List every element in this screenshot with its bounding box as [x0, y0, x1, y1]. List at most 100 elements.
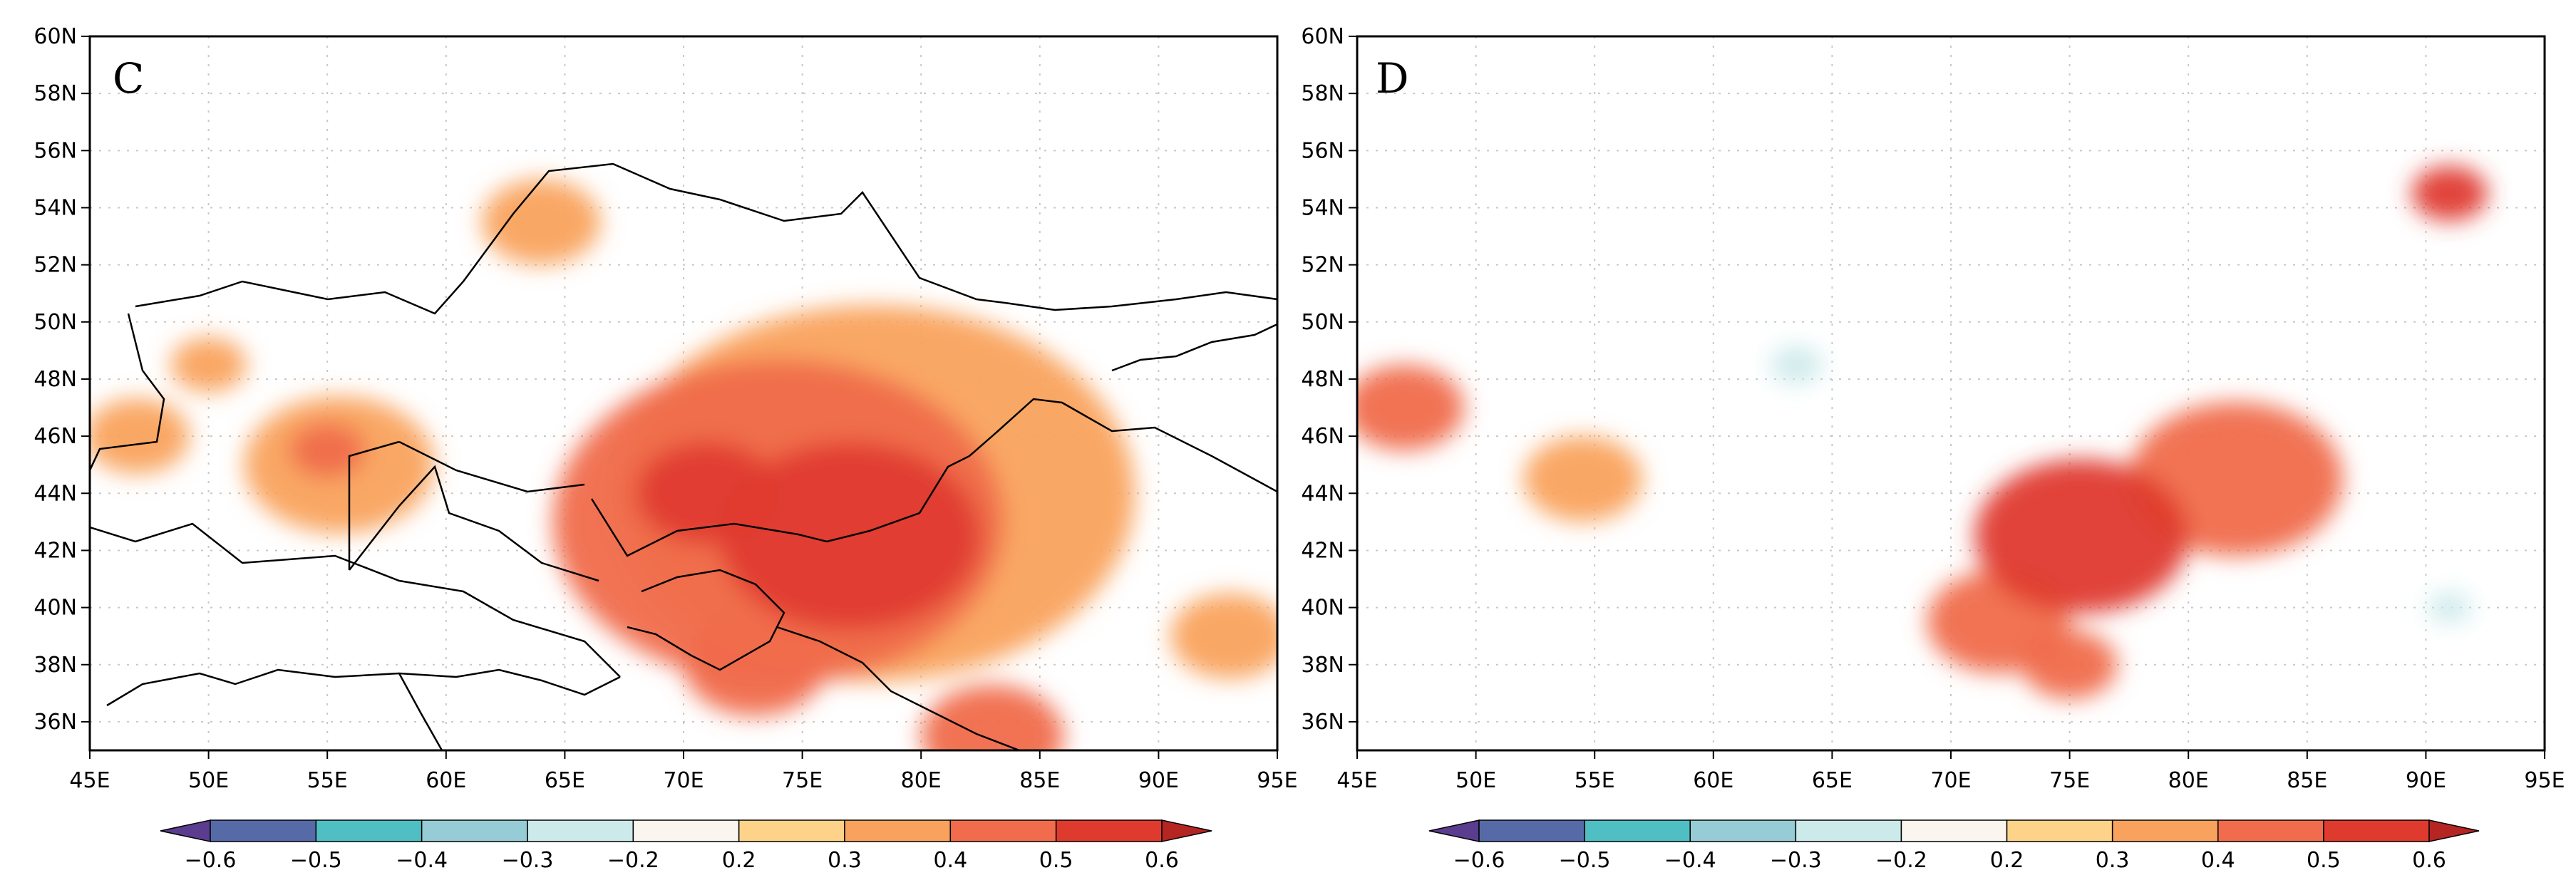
- colorbar-tick-label: 0.2: [722, 848, 756, 873]
- anomaly-patch: [1974, 459, 2189, 614]
- x-tick-label: 45E: [1336, 768, 1377, 793]
- y-tick-label: 46N: [1301, 424, 1344, 449]
- y-tick-label: 48N: [34, 367, 77, 392]
- x-tick-label: 90E: [1138, 768, 1179, 793]
- colorbar-tick-label: 0.6: [2412, 848, 2446, 873]
- colorbar-tick-label: 0.2: [1990, 848, 2024, 873]
- colorbar-tick-label: 0.3: [2096, 848, 2130, 873]
- colorbar-swatch: [527, 819, 634, 842]
- colorbar-swatch: [2006, 819, 2113, 842]
- anomaly-patch: [2021, 630, 2118, 699]
- colorbar-extend-high: [2428, 819, 2480, 842]
- y-tick-label: 54N: [34, 195, 77, 220]
- anomaly-patch: [170, 337, 247, 393]
- panel-label: D: [1376, 54, 1409, 103]
- anomaly-patch: [1770, 346, 1823, 384]
- y-tick-label: 48N: [1301, 367, 1344, 392]
- anomaly-patch: [2411, 166, 2488, 221]
- y-tick-label: 44N: [1301, 481, 1344, 506]
- anomaly-patch: [90, 398, 190, 474]
- x-tick-label: 95E: [2524, 768, 2565, 793]
- y-tick-label: 42N: [1301, 538, 1344, 563]
- y-tick-label: 52N: [1301, 253, 1344, 278]
- x-tick-label: 45E: [69, 768, 110, 793]
- y-tick-label: 46N: [34, 424, 77, 449]
- colorbar-tick-label: −0.4: [1664, 848, 1716, 873]
- colorbar-swatch: [1900, 819, 2008, 842]
- colorbar-extend-low: [1428, 819, 1480, 842]
- anomaly-patch: [921, 685, 1064, 750]
- anomaly-patch: [1170, 593, 1277, 679]
- colorbar-tick-label: 0.5: [1039, 848, 1073, 873]
- x-tick-label: 55E: [1575, 768, 1615, 793]
- colorbar-swatch: [1584, 819, 1691, 842]
- x-tick-label: 55E: [307, 768, 348, 793]
- y-tick-label: 38N: [34, 653, 77, 678]
- y-tick-label: 36N: [1301, 710, 1344, 735]
- colorbar-tick-label: −0.2: [1875, 848, 1927, 873]
- y-tick-label: 52N: [34, 253, 77, 278]
- colorbar-swatch: [1689, 819, 1797, 842]
- colorbar-swatch: [738, 819, 845, 842]
- shaded-field: [90, 179, 1277, 750]
- axis-ticks: 45E 50E 55E 60E 65E 70E 75E 80E 85E 90E 95E 60N 58N 5…: [1301, 24, 2565, 793]
- y-tick-label: 44N: [34, 481, 77, 506]
- x-tick-label: 50E: [1456, 768, 1496, 793]
- x-tick-label: 85E: [1019, 768, 1060, 793]
- x-tick-label: 70E: [663, 768, 704, 793]
- x-tick-label: 80E: [901, 768, 942, 793]
- anomaly-patch: [683, 613, 826, 716]
- colorbar-extend-low: [160, 819, 211, 842]
- x-tick-label: 75E: [2049, 768, 2090, 793]
- colorbar-left: −0.6 −0.5 −0.4 −0.3 −0.2 0.2 0.3 0.4 0.5 0.6: [160, 819, 1212, 873]
- y-tick-label: 42N: [34, 538, 77, 563]
- colorbar-tick-label: −0.4: [396, 848, 448, 873]
- y-tick-label: 56N: [1301, 138, 1344, 163]
- y-tick-label: 58N: [1301, 81, 1344, 106]
- colorbar-tick-label: 0.4: [2201, 848, 2235, 873]
- colorbar-tick-label: −0.5: [1559, 848, 1611, 873]
- x-tick-label: 70E: [1930, 768, 1971, 793]
- colorbar-swatch: [2323, 819, 2430, 842]
- colorbar-tick-label: 0.4: [933, 848, 967, 873]
- anomaly-patch: [636, 442, 779, 545]
- x-tick-label: 90E: [2406, 768, 2446, 793]
- x-tick-label: 50E: [188, 768, 229, 793]
- x-tick-label: 65E: [545, 768, 585, 793]
- colorbar-swatch: [949, 819, 1057, 842]
- colorbar-tick-label: −0.3: [1770, 848, 1822, 873]
- y-tick-label: 50N: [34, 310, 77, 335]
- colorbar-swatch: [2217, 819, 2324, 842]
- colorbar-tick-label: −0.6: [1453, 848, 1505, 873]
- y-tick-label: 36N: [34, 710, 77, 735]
- colorbar-tick-label: 0.6: [1145, 848, 1179, 873]
- y-tick-label: 50N: [1301, 310, 1344, 335]
- colorbar-swatch: [1478, 819, 1585, 842]
- y-tick-label: 60N: [34, 24, 77, 49]
- panel-label: C: [113, 54, 144, 103]
- colorbar-extend-high: [1161, 819, 1212, 842]
- colorbar-swatch: [1795, 819, 1902, 842]
- x-tick-label: 60E: [1693, 768, 1733, 793]
- y-tick-label: 40N: [1301, 596, 1344, 621]
- y-tick-label: 60N: [1301, 24, 1344, 49]
- y-tick-label: 56N: [34, 138, 77, 163]
- colorbar-swatch: [2111, 819, 2219, 842]
- x-tick-label: 60E: [426, 768, 466, 793]
- anomaly-patch: [2428, 592, 2471, 623]
- anomaly-patch: [481, 179, 601, 265]
- x-tick-label: 80E: [2168, 768, 2209, 793]
- panel-c: C 45E 50E 55E 60E 65E 70E 75E 80E 85E 90E 95E 60N 58…: [34, 24, 1297, 793]
- anomaly-patch: [1523, 436, 1642, 522]
- country-borders: [90, 162, 1277, 750]
- colorbar-tick-label: 0.3: [828, 848, 862, 873]
- colorbar-swatch: [1055, 819, 1163, 842]
- anomaly-patch: [289, 423, 366, 478]
- panel-d: D 45E 50E 55E 60E 65E 70E 75E 80E 85E 90E 95E 60N 58…: [1301, 24, 2565, 793]
- x-tick-label: 75E: [782, 768, 823, 793]
- shaded-field: [1357, 166, 2488, 699]
- colorbar-swatch: [315, 819, 423, 842]
- y-tick-label: 40N: [34, 596, 77, 621]
- colorbar-tick-label: 0.5: [2307, 848, 2341, 873]
